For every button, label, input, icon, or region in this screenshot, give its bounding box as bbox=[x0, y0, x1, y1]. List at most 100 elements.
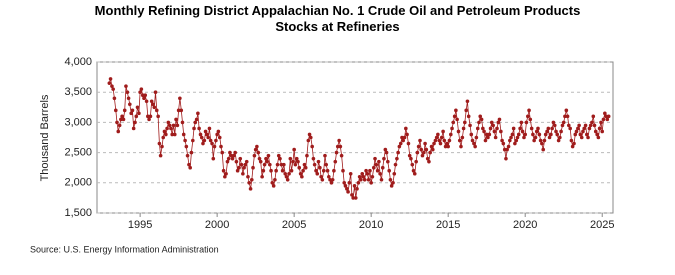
data-point bbox=[532, 138, 536, 143]
data-point bbox=[237, 165, 241, 170]
data-point bbox=[392, 171, 397, 176]
data-point bbox=[178, 96, 182, 101]
data-point bbox=[137, 111, 141, 116]
y-tick-label: 4,000 bbox=[64, 56, 92, 68]
data-point bbox=[592, 123, 597, 128]
data-point bbox=[324, 162, 328, 167]
data-point bbox=[210, 141, 214, 146]
data-point bbox=[151, 102, 155, 107]
data-point bbox=[353, 196, 358, 200]
data-point bbox=[377, 159, 381, 164]
data-point bbox=[528, 117, 533, 122]
data-point bbox=[508, 138, 512, 143]
data-point bbox=[188, 165, 192, 170]
data-point bbox=[387, 168, 391, 173]
data-point bbox=[125, 90, 130, 94]
data-point bbox=[235, 168, 240, 173]
data-point bbox=[504, 156, 508, 161]
data-point bbox=[256, 150, 261, 155]
data-point bbox=[466, 114, 471, 119]
data-point bbox=[307, 132, 312, 137]
data-point bbox=[172, 132, 177, 137]
data-point bbox=[258, 159, 263, 164]
data-point bbox=[361, 174, 366, 179]
data-point bbox=[384, 150, 389, 155]
data-point bbox=[429, 144, 434, 149]
x-tick-label: 2025 bbox=[590, 219, 614, 231]
data-point bbox=[107, 81, 112, 85]
data-point bbox=[407, 153, 412, 158]
chart-title: Monthly Refining District Appalachian No… bbox=[94, 3, 581, 34]
data-point bbox=[371, 165, 376, 170]
data-point bbox=[596, 135, 601, 140]
data-point bbox=[470, 138, 475, 143]
data-point bbox=[547, 135, 552, 140]
data-point bbox=[483, 138, 488, 143]
data-point bbox=[406, 141, 411, 146]
data-point bbox=[511, 126, 516, 131]
data-point bbox=[550, 126, 554, 131]
data-point bbox=[502, 147, 507, 152]
data-point bbox=[214, 138, 218, 143]
data-point bbox=[362, 177, 367, 182]
data-point bbox=[119, 117, 123, 122]
data-point bbox=[350, 193, 354, 197]
data-point bbox=[543, 132, 548, 137]
data-point bbox=[167, 123, 172, 128]
data-point bbox=[234, 159, 239, 164]
data-point bbox=[452, 114, 457, 119]
data-point bbox=[273, 177, 277, 182]
data-point bbox=[303, 165, 308, 170]
data-point bbox=[124, 84, 128, 88]
data-point bbox=[184, 144, 189, 149]
data-point bbox=[492, 129, 497, 134]
data-point bbox=[239, 162, 244, 167]
data-point bbox=[185, 153, 190, 158]
data-point bbox=[296, 159, 300, 164]
data-point bbox=[496, 120, 501, 125]
data-point bbox=[238, 156, 243, 161]
data-point bbox=[316, 159, 321, 164]
data-point bbox=[424, 147, 429, 152]
data-point bbox=[131, 126, 136, 131]
data-point bbox=[370, 174, 375, 179]
data-point bbox=[128, 102, 132, 107]
data-point bbox=[203, 129, 208, 134]
data-point bbox=[329, 181, 334, 185]
data-point bbox=[515, 135, 520, 140]
data-point bbox=[412, 171, 417, 176]
data-point bbox=[111, 87, 115, 91]
data-point bbox=[264, 156, 268, 161]
data-point bbox=[481, 126, 485, 131]
data-point bbox=[401, 138, 406, 143]
data-point bbox=[230, 156, 235, 161]
data-point bbox=[154, 108, 159, 113]
data-point bbox=[115, 120, 119, 125]
data-point bbox=[416, 144, 421, 149]
data-point bbox=[379, 177, 384, 182]
data-point bbox=[142, 96, 146, 101]
data-point bbox=[337, 138, 341, 143]
data-point bbox=[170, 132, 174, 137]
data-point bbox=[196, 111, 200, 116]
data-point bbox=[457, 138, 462, 143]
data-point bbox=[477, 120, 481, 125]
data-point bbox=[516, 132, 521, 137]
data-point bbox=[327, 174, 331, 179]
data-point bbox=[487, 132, 492, 137]
data-point bbox=[601, 117, 606, 122]
data-point bbox=[489, 120, 494, 125]
data-point bbox=[333, 159, 338, 164]
data-point bbox=[198, 132, 203, 137]
data-point bbox=[455, 117, 459, 122]
data-point bbox=[174, 117, 178, 122]
data-point bbox=[278, 156, 282, 161]
data-point bbox=[459, 144, 463, 149]
data-point bbox=[139, 87, 144, 91]
y-axis-label: Thousand Barrels bbox=[39, 94, 51, 181]
data-point bbox=[569, 138, 574, 143]
data-point bbox=[282, 162, 286, 167]
data-point bbox=[260, 174, 264, 179]
data-point bbox=[126, 96, 131, 101]
data-point bbox=[414, 159, 418, 164]
